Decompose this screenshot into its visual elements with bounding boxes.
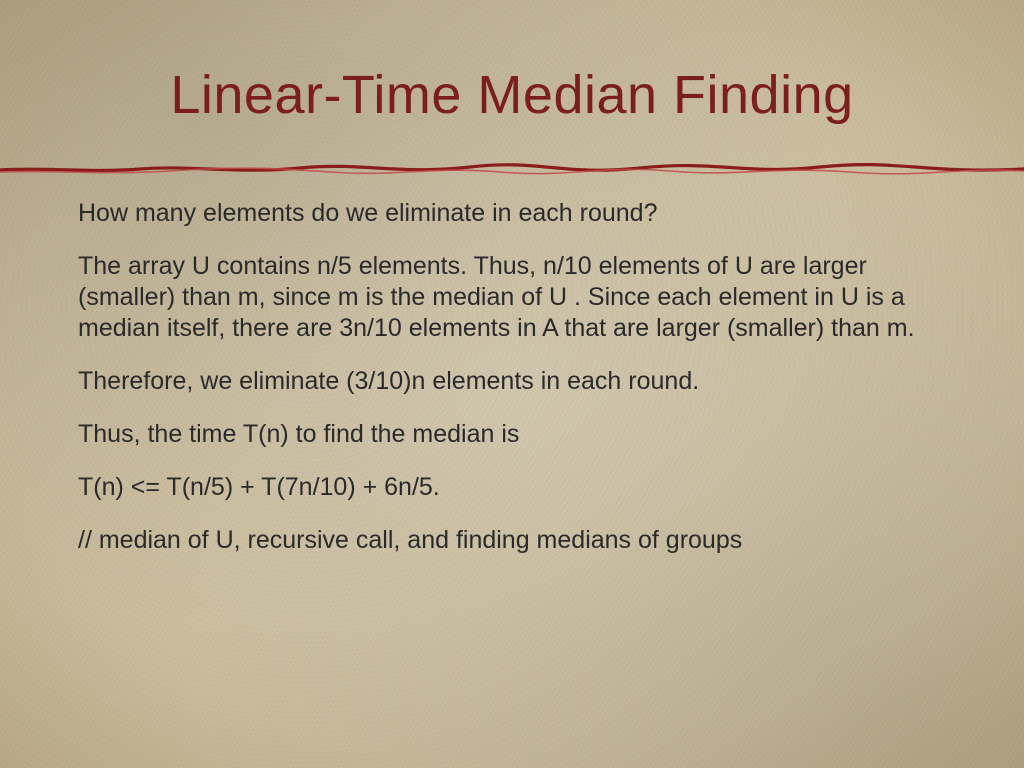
paragraph: How many elements do we eliminate in eac… <box>78 198 946 229</box>
paragraph: Thus, the time T(n) to find the median i… <box>78 419 946 450</box>
divider-stroke-2 <box>0 168 1024 174</box>
slide-title: Linear-Time Median Finding <box>0 64 1024 126</box>
paragraph: Therefore, we eliminate (3/10)n elements… <box>78 366 946 397</box>
divider-line <box>0 158 1024 182</box>
paragraph: The array U contains n/5 elements. Thus,… <box>78 251 946 344</box>
divider-stroke <box>0 165 1024 171</box>
slide-body: How many elements do we eliminate in eac… <box>78 198 946 578</box>
slide: Linear-Time Median Finding How many elem… <box>0 0 1024 768</box>
paragraph: // median of U, recursive call, and find… <box>78 525 946 556</box>
paragraph: T(n) <= T(n/5) + T(7n/10) + 6n/5. <box>78 472 946 503</box>
